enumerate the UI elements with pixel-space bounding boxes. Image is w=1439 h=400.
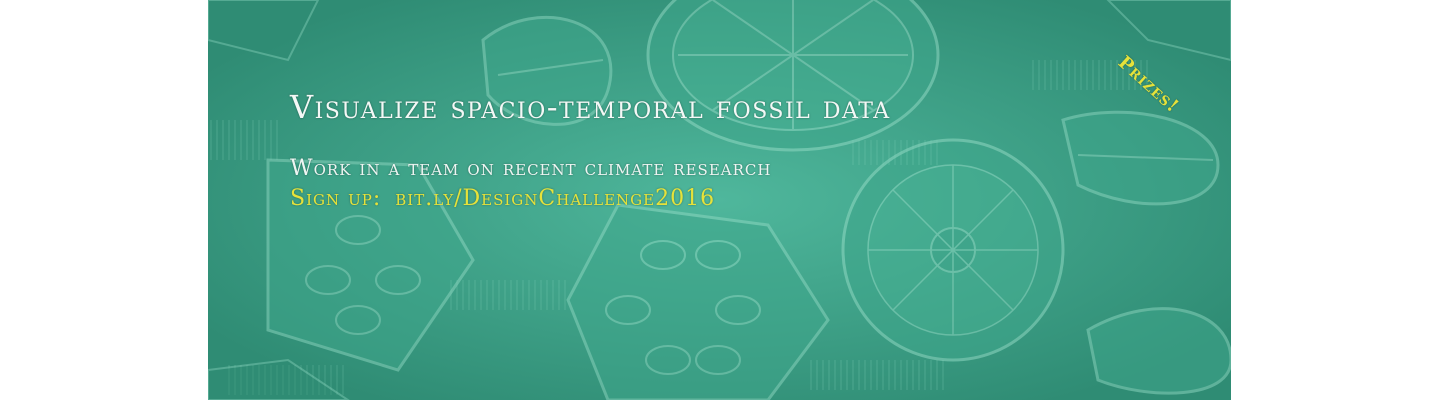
- headline: Visualize spacio-temporal fossil data: [290, 88, 891, 126]
- banner: Visualize spacio-temporal fossil data Wo…: [208, 0, 1231, 400]
- signup-label: Sign up:: [290, 186, 382, 211]
- signup-link[interactable]: bit.ly/DesignChallenge2016: [395, 186, 716, 211]
- fossil-background-image: [208, 0, 1231, 400]
- signup-line: Sign up: bit.ly/DesignChallenge2016: [290, 186, 715, 211]
- subheadline: Work in a team on recent climate researc…: [290, 156, 772, 181]
